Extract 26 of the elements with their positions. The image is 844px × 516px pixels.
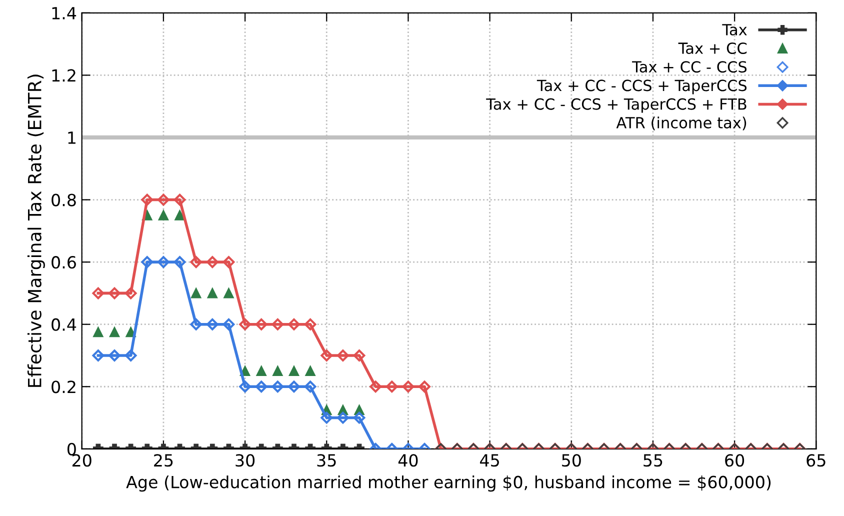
legend-label: Tax + CC - CCS + TaperCCS	[536, 80, 747, 94]
y-tick-label: 0	[68, 442, 76, 456]
y-tick-label: 1	[68, 132, 76, 144]
x-tick-label: 35	[317, 454, 336, 467]
x-tick-label: 20	[72, 454, 92, 467]
x-tick-label: 60	[725, 454, 744, 467]
x-tick-label: 55	[644, 454, 662, 467]
y-tick-label: 0.8	[52, 194, 76, 206]
y-tick-label: 0.6	[52, 256, 76, 269]
x-axis-title: Age (Low-education married mother earning $0, husband income = $60,000)	[126, 475, 771, 492]
x-tick-label: 30	[236, 454, 255, 467]
x-tick-label: 50	[562, 454, 581, 467]
legend-label: Tax	[722, 24, 747, 36]
legend-label: ATR (income tax)	[616, 116, 746, 130]
x-tick-label: 40	[398, 454, 418, 467]
y-tick-label: 0.2	[52, 380, 76, 394]
y-axis-title: Effective Marginal Tax Rate (EMTR)	[27, 74, 45, 387]
x-tick-label: 65	[806, 454, 826, 467]
y-tick-label: 0.4	[52, 318, 76, 331]
legend-label: Tax + CC - CCS + TaperCCS + FTB	[486, 98, 746, 113]
y-tick-label: 1.2	[52, 69, 76, 82]
x-tick-label: 45	[480, 454, 499, 467]
legend-label: Tax + CC	[678, 42, 747, 54]
y-tick-label: 1.4	[52, 7, 76, 20]
x-tick-label: 25	[154, 454, 173, 467]
legend-label: Tax + CC - CCS	[632, 61, 747, 73]
